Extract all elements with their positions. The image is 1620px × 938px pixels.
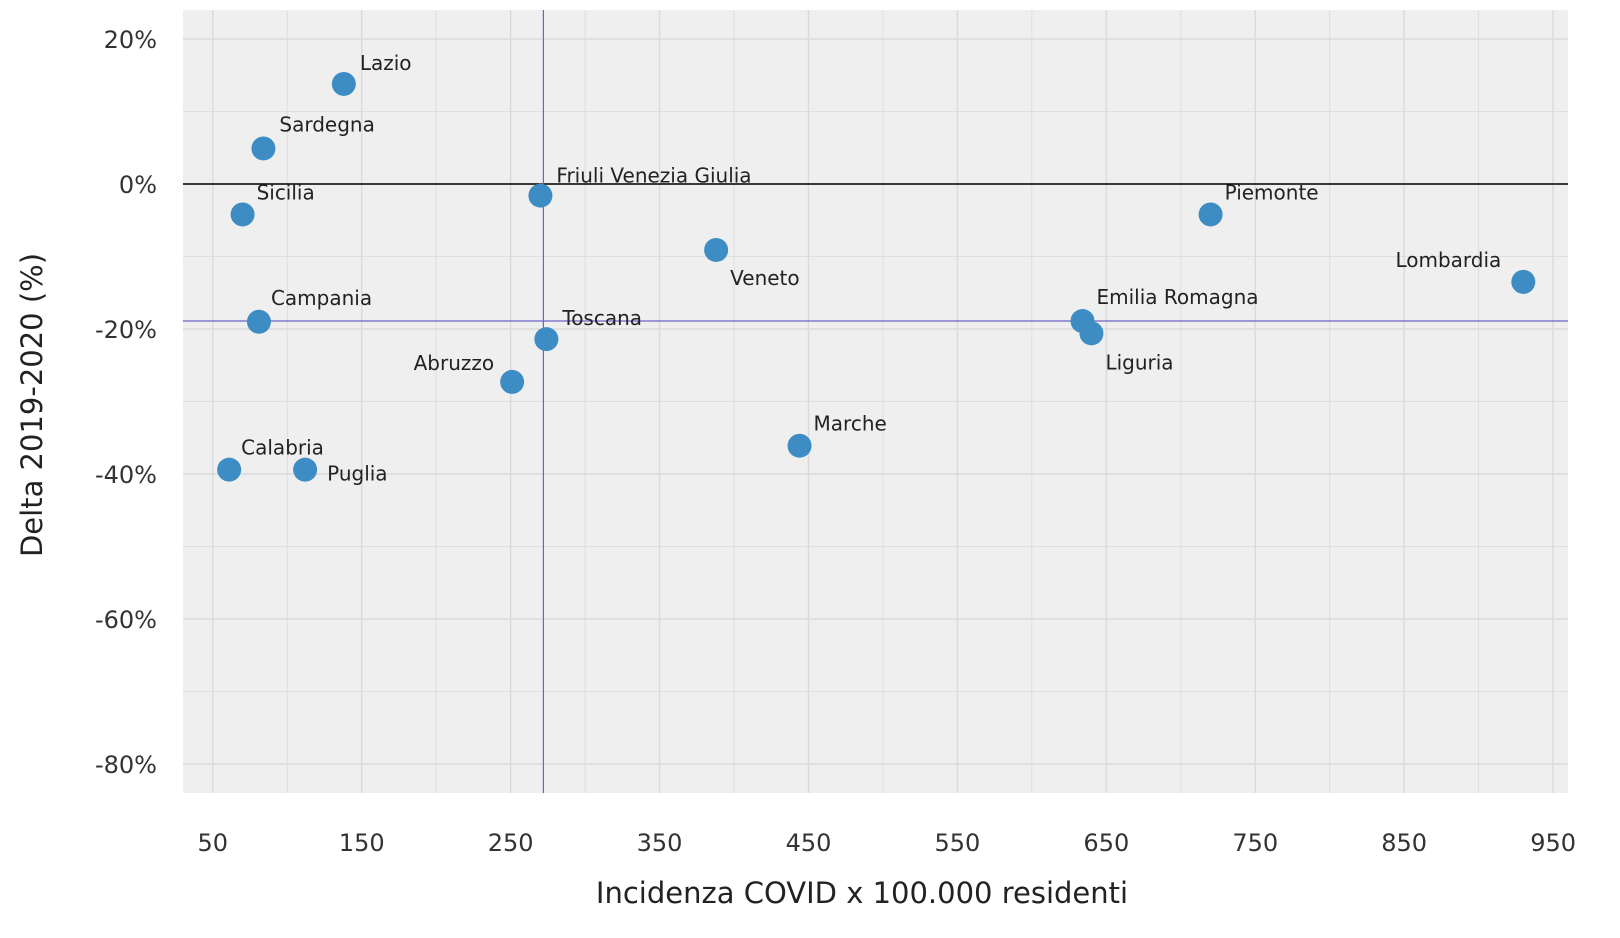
- data-point: [528, 183, 553, 208]
- point-label: Toscana: [561, 306, 642, 330]
- reference-lines: [183, 10, 1568, 793]
- data-point: [251, 136, 276, 161]
- x-tick-label: 150: [339, 829, 385, 857]
- point-label: Marche: [814, 412, 887, 436]
- x-tick-label: 750: [1232, 829, 1278, 857]
- x-tick-label: 450: [786, 829, 832, 857]
- point-label: Sicilia: [257, 180, 315, 204]
- point-label: Veneto: [730, 266, 800, 290]
- data-points: [217, 71, 1536, 482]
- point-label: Friuli Venezia Giulia: [556, 164, 751, 188]
- point-label: Emilia Romagna: [1097, 285, 1259, 309]
- data-point: [1511, 269, 1536, 294]
- y-tick-label: -80%: [95, 751, 157, 779]
- y-axis-title: Delta 2019-2020 (%): [15, 253, 49, 557]
- point-label: Piemonte: [1225, 180, 1319, 204]
- point-label: Sardegna: [279, 112, 374, 136]
- data-point: [331, 71, 356, 96]
- x-tick-label: 850: [1381, 829, 1427, 857]
- point-label: Calabria: [241, 436, 324, 460]
- x-tick-label: 250: [488, 829, 534, 857]
- x-tick-label: 950: [1530, 829, 1576, 857]
- y-tick-label: -60%: [95, 606, 157, 634]
- x-tick-label: 550: [935, 829, 981, 857]
- data-point: [217, 457, 242, 482]
- x-tick-label: 350: [637, 829, 683, 857]
- point-label: Abruzzo: [414, 351, 495, 375]
- x-tick-labels: 50 150 250 350 450 550 650 750 850 950: [198, 829, 1577, 857]
- point-label: Campania: [271, 286, 372, 310]
- data-point: [1198, 202, 1223, 227]
- y-tick-label: -40%: [95, 461, 157, 489]
- point-label: Lombardia: [1395, 248, 1501, 272]
- x-tick-label: 650: [1083, 829, 1129, 857]
- data-point: [230, 202, 255, 227]
- data-point: [1079, 321, 1104, 346]
- point-label: Puglia: [327, 462, 387, 486]
- x-axis-title: Incidenza COVID x 100.000 residenti: [596, 876, 1128, 910]
- y-tick-label: 0%: [119, 171, 157, 199]
- x-tick-label: 50: [198, 829, 229, 857]
- y-tick-label: -20%: [95, 316, 157, 344]
- data-point: [246, 309, 271, 334]
- data-point: [534, 327, 559, 352]
- data-point: [293, 457, 318, 482]
- y-tick-label: 20%: [104, 26, 157, 54]
- point-labels: Lazio Sardegna Sicilia Friuli Venezia Giuli…: [241, 51, 1501, 486]
- data-point: [500, 369, 525, 394]
- data-point: [704, 237, 729, 262]
- point-label: Liguria: [1105, 350, 1173, 374]
- y-tick-labels: 20% 0% -20% -40% -60% -80%: [95, 26, 157, 779]
- point-label: Lazio: [360, 51, 412, 75]
- data-point: [787, 433, 812, 458]
